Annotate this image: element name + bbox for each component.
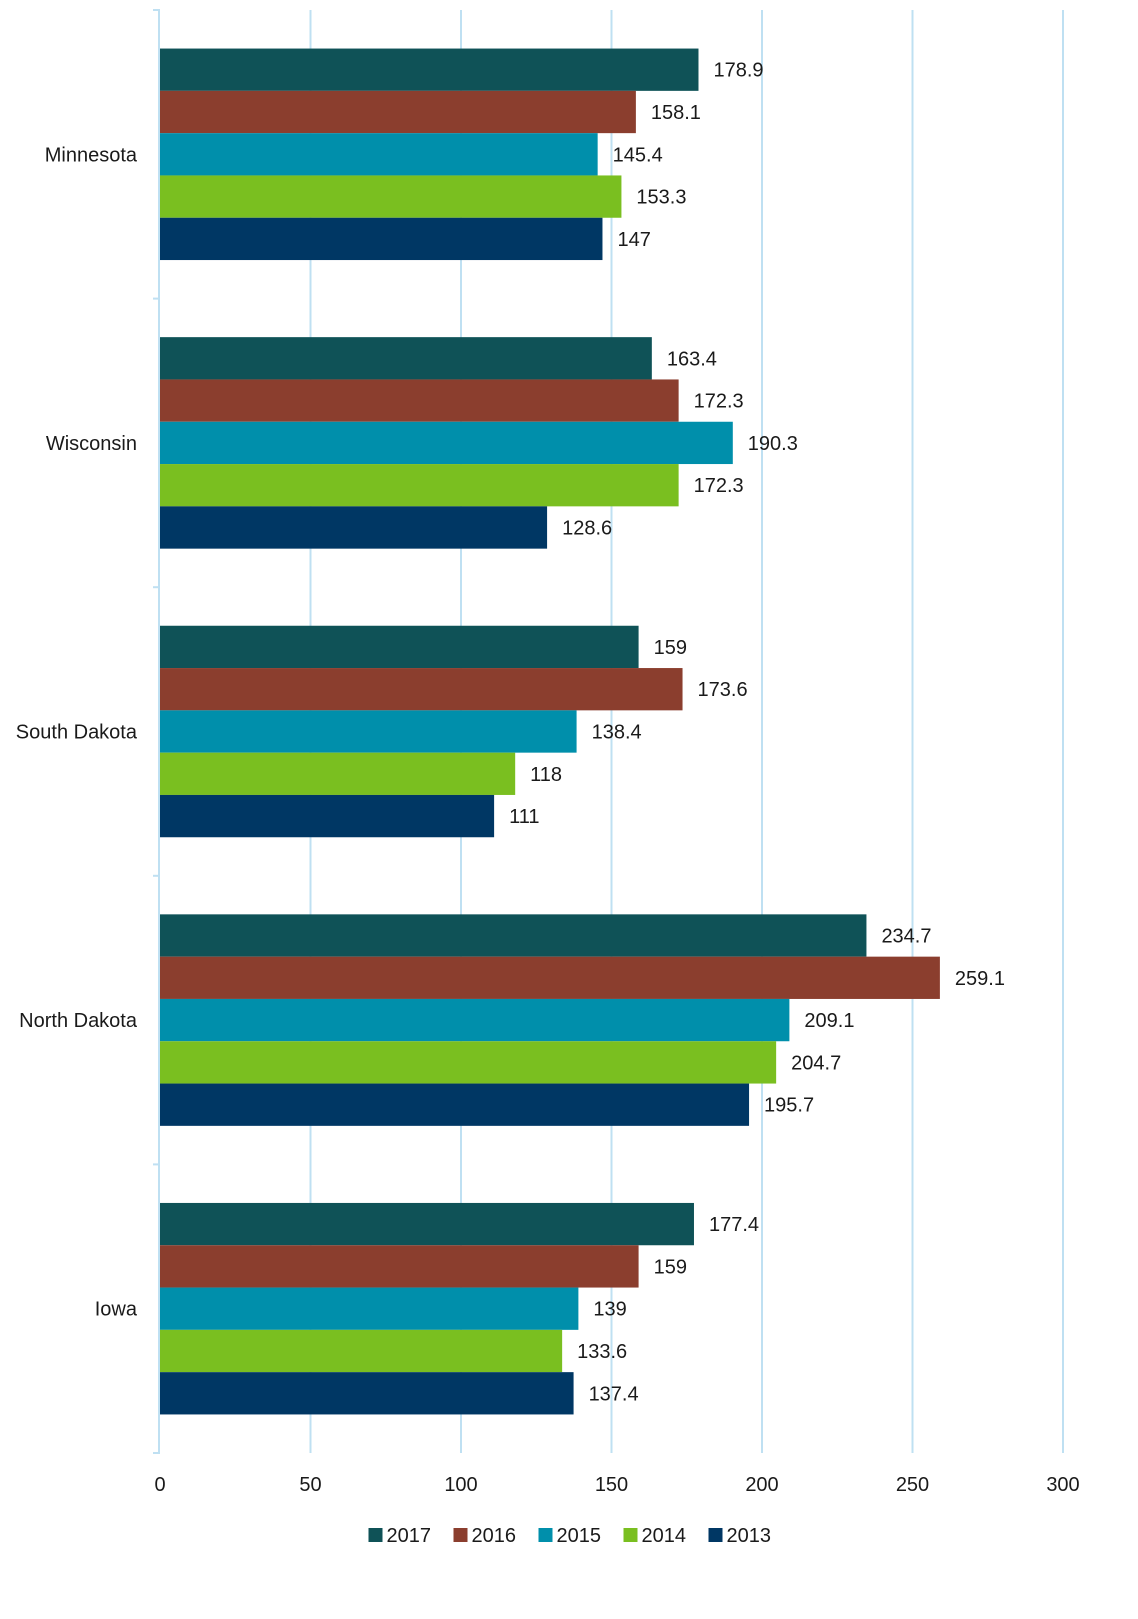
bar-north-dakota-2017 (160, 914, 867, 957)
x-tick-label-100: 100 (444, 1474, 477, 1496)
legend-label-2016: 2016 (472, 1525, 517, 1547)
bar-minnesota-2014 (160, 175, 622, 218)
bar-minnesota-2016 (160, 90, 636, 134)
bar-iowa-2013 (160, 1372, 574, 1415)
category-label-wisconsin: Wisconsin (46, 433, 137, 455)
legend-item-2016: 2016 (453, 1525, 517, 1547)
bar-minnesota-2013 (160, 217, 603, 261)
bar-south-dakota-2017 (160, 625, 639, 669)
data-label-iowa-2014: 133.6 (577, 1341, 627, 1363)
data-label-north-dakota-2017: 234.7 (881, 926, 931, 948)
bar-south-dakota-2016 (160, 668, 683, 711)
legend-swatch-2017 (368, 1528, 383, 1542)
x-tick-label-50: 50 (299, 1474, 321, 1496)
bar-iowa-2015 (160, 1287, 579, 1330)
bar-north-dakota-2015 (160, 998, 790, 1042)
data-label-minnesota-2016: 158.1 (651, 102, 701, 124)
data-label-south-dakota-2015: 138.4 (592, 722, 642, 744)
bar-north-dakota-2014 (160, 1041, 777, 1084)
data-label-minnesota-2013: 147 (617, 229, 650, 251)
legend-swatch-2014 (623, 1528, 638, 1542)
bar-south-dakota-2015 (160, 710, 577, 753)
bar-south-dakota-2013 (160, 794, 495, 838)
legend-label-2015: 2015 (557, 1525, 602, 1547)
bar-iowa-2017 (160, 1202, 694, 1246)
legend-swatch-2016 (453, 1528, 468, 1542)
data-label-south-dakota-2014: 118 (530, 764, 562, 786)
bar-minnesota-2015 (160, 133, 598, 176)
x-tick-label-200: 200 (745, 1474, 778, 1496)
bar-wisconsin-2015 (160, 421, 733, 465)
x-tick-label-150: 150 (595, 1474, 628, 1496)
data-label-minnesota-2014: 153.3 (636, 187, 686, 209)
category-label-minnesota: Minnesota (45, 144, 138, 166)
axis-layer: 0 50 100 150 200 250 300 (153, 9, 1080, 1496)
bar-iowa-2014 (160, 1329, 563, 1373)
legend-item-2013: 2013 (708, 1525, 772, 1547)
legend-item-2015: 2015 (538, 1525, 602, 1547)
bar-minnesota-2017 (160, 48, 699, 91)
data-label-minnesota-2015: 145.4 (613, 144, 663, 166)
data-label-wisconsin-2017: 163.4 (667, 348, 717, 370)
legend-label-2013: 2013 (727, 1525, 772, 1547)
bar-north-dakota-2016 (160, 956, 940, 999)
data-label-wisconsin-2014: 172.3 (694, 475, 744, 497)
legend-item-2014: 2014 (623, 1525, 687, 1547)
x-tick-label-0: 0 (154, 1474, 165, 1496)
bar-south-dakota-2014 (160, 752, 516, 795)
bar-wisconsin-2013 (160, 506, 548, 549)
label-layer: Minnesota 178.9 158.1 145.4 153.3 147 Wisconsi… (16, 60, 1005, 1406)
bar-layer (160, 48, 940, 1415)
data-label-iowa-2015: 139 (593, 1299, 626, 1321)
data-label-iowa-2017: 177.4 (709, 1214, 759, 1236)
legend-label-2017: 2017 (387, 1525, 432, 1547)
data-label-north-dakota-2015: 209.1 (804, 1010, 854, 1032)
data-label-south-dakota-2013: 111 (509, 806, 539, 828)
data-label-south-dakota-2017: 159 (654, 637, 687, 659)
bar-wisconsin-2016 (160, 379, 679, 422)
category-label-south-dakota: South Dakota (16, 722, 138, 744)
data-label-wisconsin-2016: 172.3 (694, 391, 744, 413)
data-label-minnesota-2017: 178.9 (713, 60, 763, 82)
bar-north-dakota-2013 (160, 1083, 750, 1126)
legend-label-2014: 2014 (642, 1525, 687, 1547)
data-label-north-dakota-2013: 195.7 (764, 1095, 814, 1117)
legend-item-2017: 2017 (368, 1525, 432, 1547)
x-tick-label-300: 300 (1046, 1474, 1079, 1496)
data-label-north-dakota-2014: 204.7 (791, 1052, 841, 1074)
category-label-north-dakota: North Dakota (19, 1010, 138, 1032)
data-label-north-dakota-2016: 259.1 (955, 968, 1005, 990)
data-label-iowa-2016: 159 (654, 1256, 687, 1278)
bar-iowa-2016 (160, 1245, 639, 1288)
bar-wisconsin-2014 (160, 464, 679, 507)
legend-layer: 2017 2016 2015 2014 2013 (368, 1525, 772, 1547)
x-tick-label-250: 250 (896, 1474, 929, 1496)
data-label-south-dakota-2016: 173.6 (698, 679, 748, 701)
bar-wisconsin-2017 (160, 337, 652, 380)
category-label-iowa: Iowa (95, 1299, 138, 1321)
data-label-wisconsin-2015: 190.3 (748, 433, 798, 455)
legend-swatch-2015 (538, 1528, 553, 1542)
data-label-iowa-2013: 137.4 (589, 1383, 639, 1405)
legend-swatch-2013 (708, 1528, 723, 1542)
data-label-wisconsin-2013: 128.6 (562, 518, 612, 540)
